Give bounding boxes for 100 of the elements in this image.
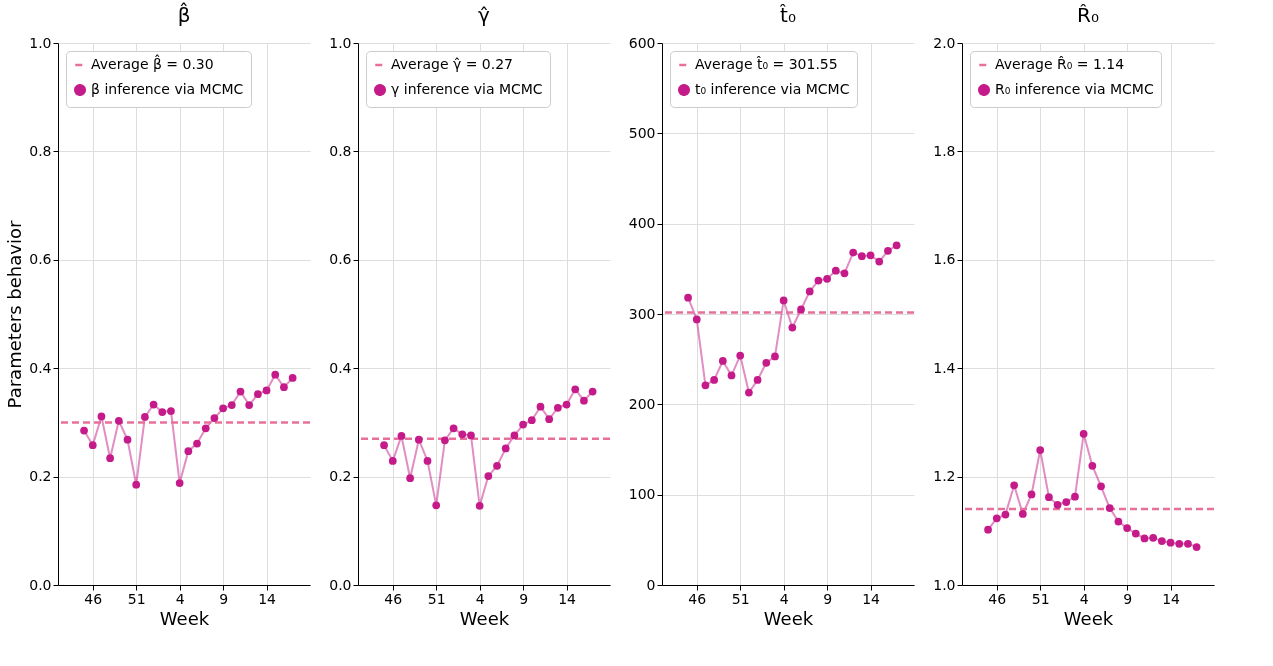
y-tick-label: 1.0 [933,576,956,593]
point [866,251,875,260]
point [219,404,227,413]
point [823,274,831,283]
y-tick-label: 200 [628,395,656,412]
x-tick-label: 46 [688,590,707,607]
legend-label: γ inference via MCMC [391,81,543,97]
chart-title: R̂₀ [1077,3,1099,27]
point [1045,493,1053,502]
x-tick-label: 14 [558,590,577,607]
point [262,386,271,395]
x-tick-label: 9 [1123,590,1133,607]
point [149,400,158,409]
point [892,241,901,250]
point [106,454,115,463]
chart-title: γ̂ [478,3,491,27]
point [1123,524,1131,532]
point [475,502,484,510]
point [840,269,849,278]
point [1131,529,1140,538]
x-tick-label: 9 [219,590,229,607]
x-axis-title: Week [459,607,510,629]
x-tick-label: 14 [862,590,881,607]
point [1062,498,1071,506]
x-tick-label: 46 [988,590,1007,607]
point [1140,534,1149,543]
point [1071,492,1079,501]
point [527,416,536,425]
point [245,401,254,409]
point [201,424,210,433]
y-tick-label: 0.8 [329,142,352,159]
y-tick-label: 400 [628,215,656,232]
x-tick-label: 46 [84,590,103,607]
x-axis-title: Week [1063,607,1114,629]
point [88,441,97,450]
y-tick-label: 0.0 [329,576,352,593]
y-tick-label: 0.0 [29,576,52,593]
chart-title: β̂ [177,2,191,27]
point [831,266,840,275]
y-tick-label: 0.4 [329,359,352,376]
point [519,420,527,429]
point [884,246,892,255]
point [406,474,415,483]
x-tick-label: 4 [175,590,185,607]
point [1184,539,1192,548]
point [771,352,779,361]
point [236,387,245,396]
y-tick-label: 600 [628,34,656,51]
point [1053,500,1062,509]
x-axis-title: Week [159,607,210,629]
point [849,248,858,257]
x-tick-label: 14 [258,590,277,607]
x-tick-label: 4 [779,590,789,607]
point [992,514,1001,523]
point [441,436,449,445]
point [1097,482,1105,491]
x-tick-label: 14 [1162,590,1181,607]
legend-label: t₀ inference via MCMC [695,81,850,97]
point [141,413,149,421]
x-tick-label: 51 [427,590,446,607]
point [1166,538,1175,547]
point [701,381,710,390]
y-axis-title: Parameters behavior [4,220,26,409]
point [562,400,571,409]
y-tick-label: 0 [646,576,656,593]
y-tick-label: 300 [628,305,656,322]
legend-label: β inference via MCMC [91,81,244,97]
legend-label: R₀ inference via MCMC [995,81,1154,97]
x-tick-label: 4 [475,590,485,607]
point [193,439,201,448]
point [580,396,588,405]
point [1105,504,1114,512]
point [1036,446,1045,454]
y-tick-label: 1.6 [933,251,956,268]
point [271,370,280,379]
point [449,424,458,433]
point [1114,517,1123,526]
legend-label: Average γ̂ = 0.27 [391,56,514,72]
point [158,408,167,416]
point [779,296,788,305]
point [762,358,771,367]
x-tick-label: 51 [127,590,146,607]
point [875,257,884,266]
point [1001,510,1010,519]
point [432,501,441,510]
point [788,323,797,332]
y-tick-label: 0.2 [29,468,52,485]
point [553,403,562,412]
x-tick-label: 4 [1079,590,1089,607]
x-tick-label: 9 [519,590,529,607]
point [684,293,692,302]
point [253,390,262,399]
point [1192,543,1201,551]
point [1027,490,1036,499]
point [484,472,493,480]
point [97,412,106,421]
point [797,305,805,314]
y-tick-label: 0.8 [29,142,52,159]
y-tick-label: 100 [628,486,656,503]
point [1088,461,1097,470]
